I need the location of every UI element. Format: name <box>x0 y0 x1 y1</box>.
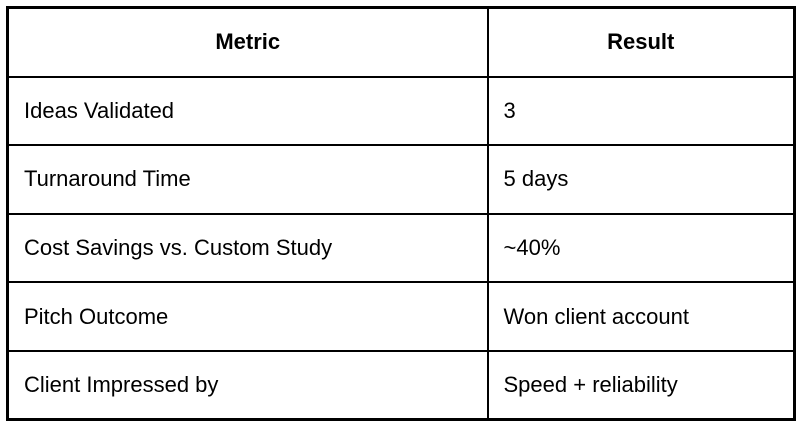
result-cell: ~40% <box>486 212 796 284</box>
metric-cell: Turnaround Time <box>6 144 489 215</box>
column-header-result: Result <box>486 6 796 78</box>
table-row: Client Impressed by Speed + reliability <box>6 349 796 421</box>
table-row: Cost Savings vs. Custom Study ~40% <box>6 212 796 284</box>
result-cell: Won client account <box>486 281 796 352</box>
metric-cell: Client Impressed by <box>6 349 489 421</box>
result-cell: 5 days <box>486 144 796 215</box>
table-body: Ideas Validated 3 Turnaround Time 5 days… <box>6 75 796 421</box>
metric-cell: Cost Savings vs. Custom Study <box>6 212 489 284</box>
table-row: Ideas Validated 3 <box>6 75 796 147</box>
header-row: Metric Result <box>6 6 796 78</box>
result-cell: Speed + reliability <box>486 349 796 421</box>
table-row: Pitch Outcome Won client account <box>6 281 796 352</box>
column-header-metric: Metric <box>6 6 489 78</box>
metric-cell: Pitch Outcome <box>6 281 489 352</box>
table-row: Turnaround Time 5 days <box>6 144 796 215</box>
result-cell: 3 <box>486 75 796 147</box>
metric-cell: Ideas Validated <box>6 75 489 147</box>
metrics-table: Metric Result Ideas Validated 3 Turnarou… <box>6 6 796 421</box>
